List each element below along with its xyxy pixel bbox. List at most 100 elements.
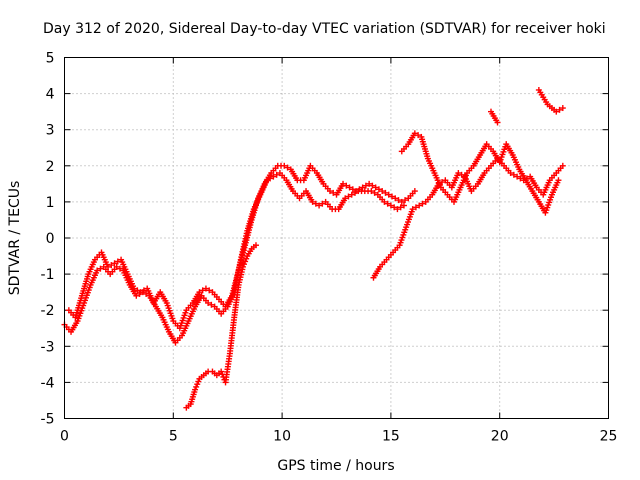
data-point	[362, 182, 369, 189]
data-point	[394, 206, 401, 213]
x-tick-label: 20	[491, 429, 509, 445]
data-point	[419, 200, 426, 207]
data-point	[366, 180, 373, 187]
data-point	[353, 188, 360, 195]
x-axis-label: GPS time / hours	[277, 458, 394, 474]
y-tick-label: 1	[46, 195, 55, 211]
data-point	[199, 287, 206, 294]
y-tick-label: -1	[41, 267, 55, 283]
data-point	[510, 171, 517, 178]
data-point	[202, 285, 209, 292]
data-point	[340, 180, 347, 187]
data-point	[137, 289, 144, 296]
data-point	[206, 287, 213, 294]
y-tick-label: 4	[46, 87, 55, 103]
y-tick-label: 0	[46, 231, 55, 247]
data-point	[388, 193, 395, 200]
data-point	[359, 184, 366, 191]
data-point	[105, 263, 112, 270]
data-point	[241, 261, 248, 268]
data-point	[239, 263, 246, 270]
data-point	[387, 202, 394, 209]
grid-lines	[64, 57, 609, 419]
y-tick-label: -3	[41, 339, 55, 355]
y-tick-label: -2	[41, 303, 55, 319]
data-point	[116, 265, 123, 272]
data-point	[326, 188, 333, 195]
data-point	[193, 383, 200, 390]
data-point	[252, 242, 259, 249]
data-point	[343, 182, 350, 189]
data-point	[411, 188, 418, 195]
data-point	[342, 195, 349, 202]
y-tick-label: 2	[46, 159, 55, 175]
data-point	[415, 132, 422, 139]
data-point	[218, 368, 225, 375]
data-point	[494, 119, 501, 126]
y-tick-label: 3	[46, 123, 55, 139]
data-point	[398, 198, 405, 205]
data-point	[134, 287, 141, 294]
data-point	[384, 200, 391, 207]
data-point	[416, 202, 423, 209]
data-point	[348, 191, 355, 198]
data-point	[368, 188, 375, 195]
x-tick-label: 15	[382, 429, 400, 445]
data-point	[397, 204, 404, 211]
data-point	[346, 184, 353, 191]
data-point	[507, 170, 514, 177]
data-point	[281, 162, 288, 169]
y-tick-label: 5	[46, 51, 55, 67]
data-point	[372, 184, 379, 191]
data-point	[196, 289, 203, 296]
data-point	[195, 378, 202, 385]
y-tick-label: -5	[41, 412, 55, 428]
data-point	[379, 188, 386, 195]
data-point	[113, 263, 120, 270]
y-tick-label: -4	[41, 375, 55, 391]
data-point	[409, 206, 416, 213]
data-point	[108, 262, 115, 269]
y-axis-label: SDTVAR / TECUs	[7, 181, 23, 296]
x-tick-label: 0	[60, 429, 69, 445]
data-point	[345, 193, 352, 200]
data-point	[194, 381, 201, 388]
data-point	[556, 106, 563, 113]
data-point	[131, 285, 138, 292]
data-point	[111, 260, 118, 267]
data-point	[97, 265, 104, 272]
x-tick-label: 10	[273, 429, 291, 445]
data-point	[349, 186, 356, 193]
data-point	[371, 189, 378, 196]
data-point	[312, 200, 319, 207]
data-points	[61, 86, 566, 411]
data-point	[395, 197, 402, 204]
data-point	[402, 197, 409, 204]
data-point	[385, 191, 392, 198]
data-point	[316, 202, 323, 209]
data-point	[411, 130, 418, 137]
data-point	[455, 170, 462, 177]
data-point	[284, 164, 291, 171]
plot-frame	[64, 57, 609, 419]
data-point	[133, 292, 140, 299]
data-point	[270, 173, 277, 180]
data-point	[382, 189, 389, 196]
x-tick-label: 5	[169, 429, 178, 445]
x-tick-label: 25	[600, 429, 618, 445]
data-point	[192, 386, 199, 393]
data-point	[208, 301, 215, 308]
data-point	[356, 186, 363, 193]
data-point	[559, 105, 566, 112]
data-point	[412, 204, 419, 211]
data-point	[375, 186, 382, 193]
data-point	[309, 198, 316, 205]
data-point	[381, 198, 388, 205]
data-point	[273, 171, 280, 178]
data-point	[205, 299, 212, 306]
data-point	[559, 162, 566, 169]
axis-ticks: 0 5 10 15 20 25 -5 -4 -3 -2 -1 0 1 2 3 4 5	[41, 51, 618, 445]
data-point	[400, 202, 407, 209]
data-point	[392, 195, 399, 202]
